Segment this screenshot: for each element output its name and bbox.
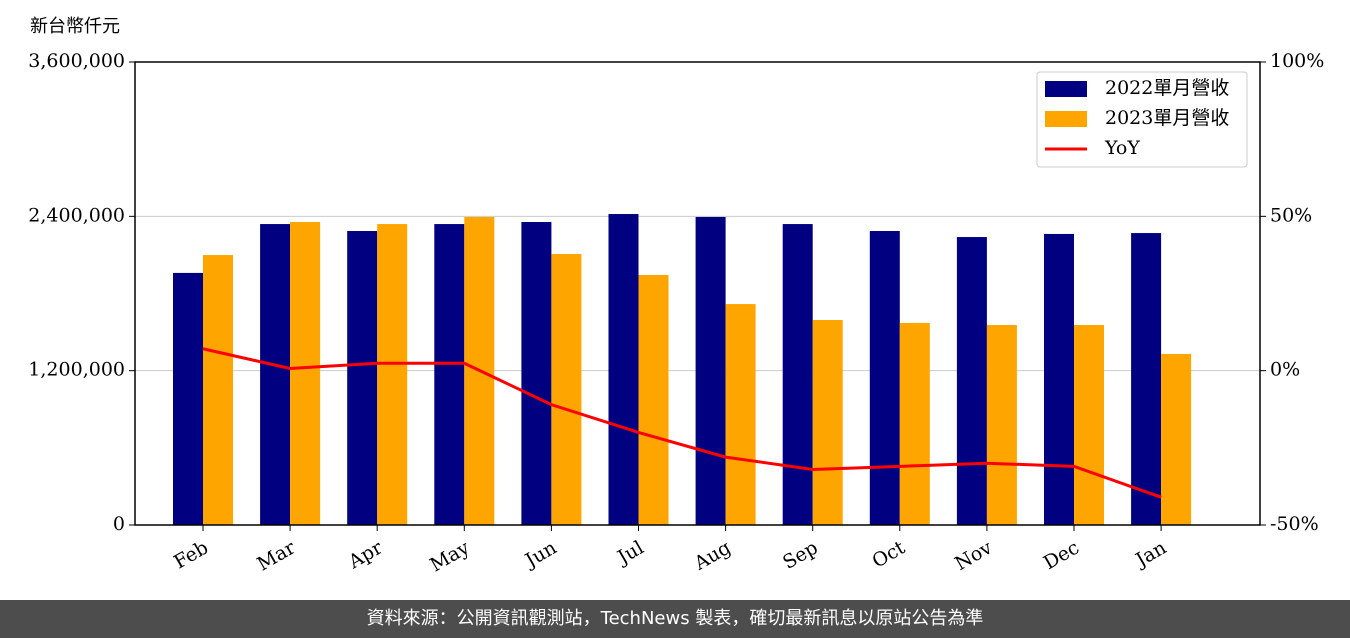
x-tick-label: May: [426, 536, 473, 576]
x-tick-label: Nov: [951, 536, 996, 575]
bar: [899, 322, 930, 525]
bar: [986, 325, 1017, 525]
bar: [521, 221, 552, 525]
x-tick-label: Sep: [779, 537, 822, 574]
x-tick-label: Jul: [612, 537, 647, 570]
x-tick-label: Apr: [344, 536, 387, 573]
bar: [290, 221, 321, 525]
footer: 資料來源：公開資訊觀測站，TechNews 製表，確切最新訊息以原站公告為準: [0, 600, 1350, 638]
bar: [434, 224, 465, 526]
x-tick-label: Aug: [690, 537, 735, 576]
x-tick-label: Jun: [520, 537, 561, 573]
y2-tick-label: 50%: [1270, 204, 1312, 226]
chart: 新台幣仟元 0 1,200,000 2,400,000 3,600,000 -50% 0%…: [28, 16, 1324, 576]
plot-frame: [134, 61, 1261, 526]
y2-tick-label: 100%: [1270, 50, 1324, 72]
bar: [638, 274, 669, 525]
y-tick-label: 0: [113, 513, 125, 535]
legend-swatch: [1045, 81, 1087, 97]
x-tick-label: Feb: [170, 537, 212, 574]
bar: [260, 224, 291, 526]
x-tick-label: Mar: [254, 536, 300, 575]
bar: [551, 254, 582, 525]
legend-label: 2023單月營收: [1105, 107, 1229, 129]
line: [202, 347, 1162, 499]
x-tick-label: Dec: [1040, 537, 1083, 575]
bar: [1161, 353, 1192, 525]
bar: [956, 237, 987, 525]
bar: [869, 230, 900, 525]
bar: [782, 224, 813, 526]
bar: [1044, 233, 1074, 525]
y-tick-label: 3,600,000: [28, 50, 125, 72]
x-tick-label: Jan: [1130, 537, 1170, 573]
bar: [1131, 233, 1162, 525]
bar: [725, 304, 756, 525]
legend-swatch: [1045, 111, 1087, 127]
legend-box: [1036, 71, 1248, 168]
bar: [608, 214, 639, 526]
y2-tick-label: 0%: [1270, 359, 1300, 381]
bar: [203, 255, 233, 525]
legend-label: YoY: [1104, 137, 1140, 159]
y-axis-label: 新台幣仟元: [30, 16, 120, 37]
bar: [173, 272, 203, 525]
bar: [812, 319, 843, 525]
y2-tick-label: -50%: [1270, 513, 1319, 535]
legend: 2022單月營收 2023單月營收 YoY: [1036, 71, 1248, 168]
x-tick-label: Oct: [868, 536, 909, 572]
bar: [1074, 325, 1104, 525]
bar: [347, 230, 378, 525]
bar: [695, 216, 726, 526]
y-tick-label: 2,400,000: [28, 204, 125, 226]
bar: [377, 224, 408, 526]
y-tick-label: 1,200,000: [28, 359, 125, 381]
legend-label: 2022單月營收: [1105, 77, 1229, 99]
